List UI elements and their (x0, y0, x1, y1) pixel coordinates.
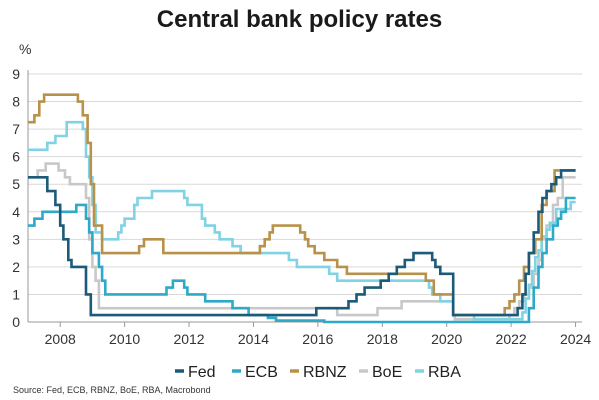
x-tick-label: 2014 (238, 331, 269, 347)
x-tick-label: 2012 (173, 331, 204, 347)
legend-label-ecb: ECB (245, 364, 278, 381)
y-tick-label: 6 (12, 149, 20, 165)
x-tick-label: 2016 (302, 331, 333, 347)
legend-label-fed: Fed (188, 364, 216, 381)
x-tick-label: 2020 (431, 331, 462, 347)
y-tick-label: 9 (12, 66, 20, 82)
series-line-ecb (28, 196, 576, 324)
y-tick-label: 1 (12, 286, 20, 302)
series-line-fed (28, 169, 576, 317)
x-tick-label: 2008 (45, 331, 76, 347)
y-tick-label: 0 (12, 314, 20, 330)
y-tick-label: 3 (12, 231, 20, 247)
legend-label-rba: RBA (428, 364, 461, 381)
axes: 0 1 2 3 4 5 6 7 8 9 2008 2010 2012 2014 2016 2018 2020 20… (12, 66, 591, 347)
source-note: Source: Fed, ECB, RBNZ, BoE, RBA, Macrob… (13, 385, 211, 395)
legend-label-rbnz: RBNZ (303, 364, 347, 381)
legend-label-boe: BoE (372, 364, 402, 381)
gridlines (28, 73, 582, 295)
legend: Fed ECB RBNZ BoE RBA (175, 364, 461, 381)
y-tick-label: 2 (12, 259, 20, 275)
y-tick-label: 4 (12, 204, 20, 220)
x-tick-label: 2018 (367, 331, 398, 347)
y-tick-label: 5 (12, 176, 20, 192)
series-line-rbnz (28, 93, 576, 317)
y-axis-unit-label: % (19, 41, 31, 57)
x-tick-label: 2024 (560, 331, 591, 347)
x-tick-label: 2010 (109, 331, 140, 347)
series-line-rba (28, 120, 576, 321)
series-line-boe (28, 162, 576, 321)
y-tick-label: 7 (12, 121, 20, 137)
series-lines (28, 93, 576, 324)
x-tick-label: 2022 (496, 331, 527, 347)
chart-title: Central bank policy rates (156, 6, 443, 33)
y-tick-label: 8 (12, 94, 20, 110)
